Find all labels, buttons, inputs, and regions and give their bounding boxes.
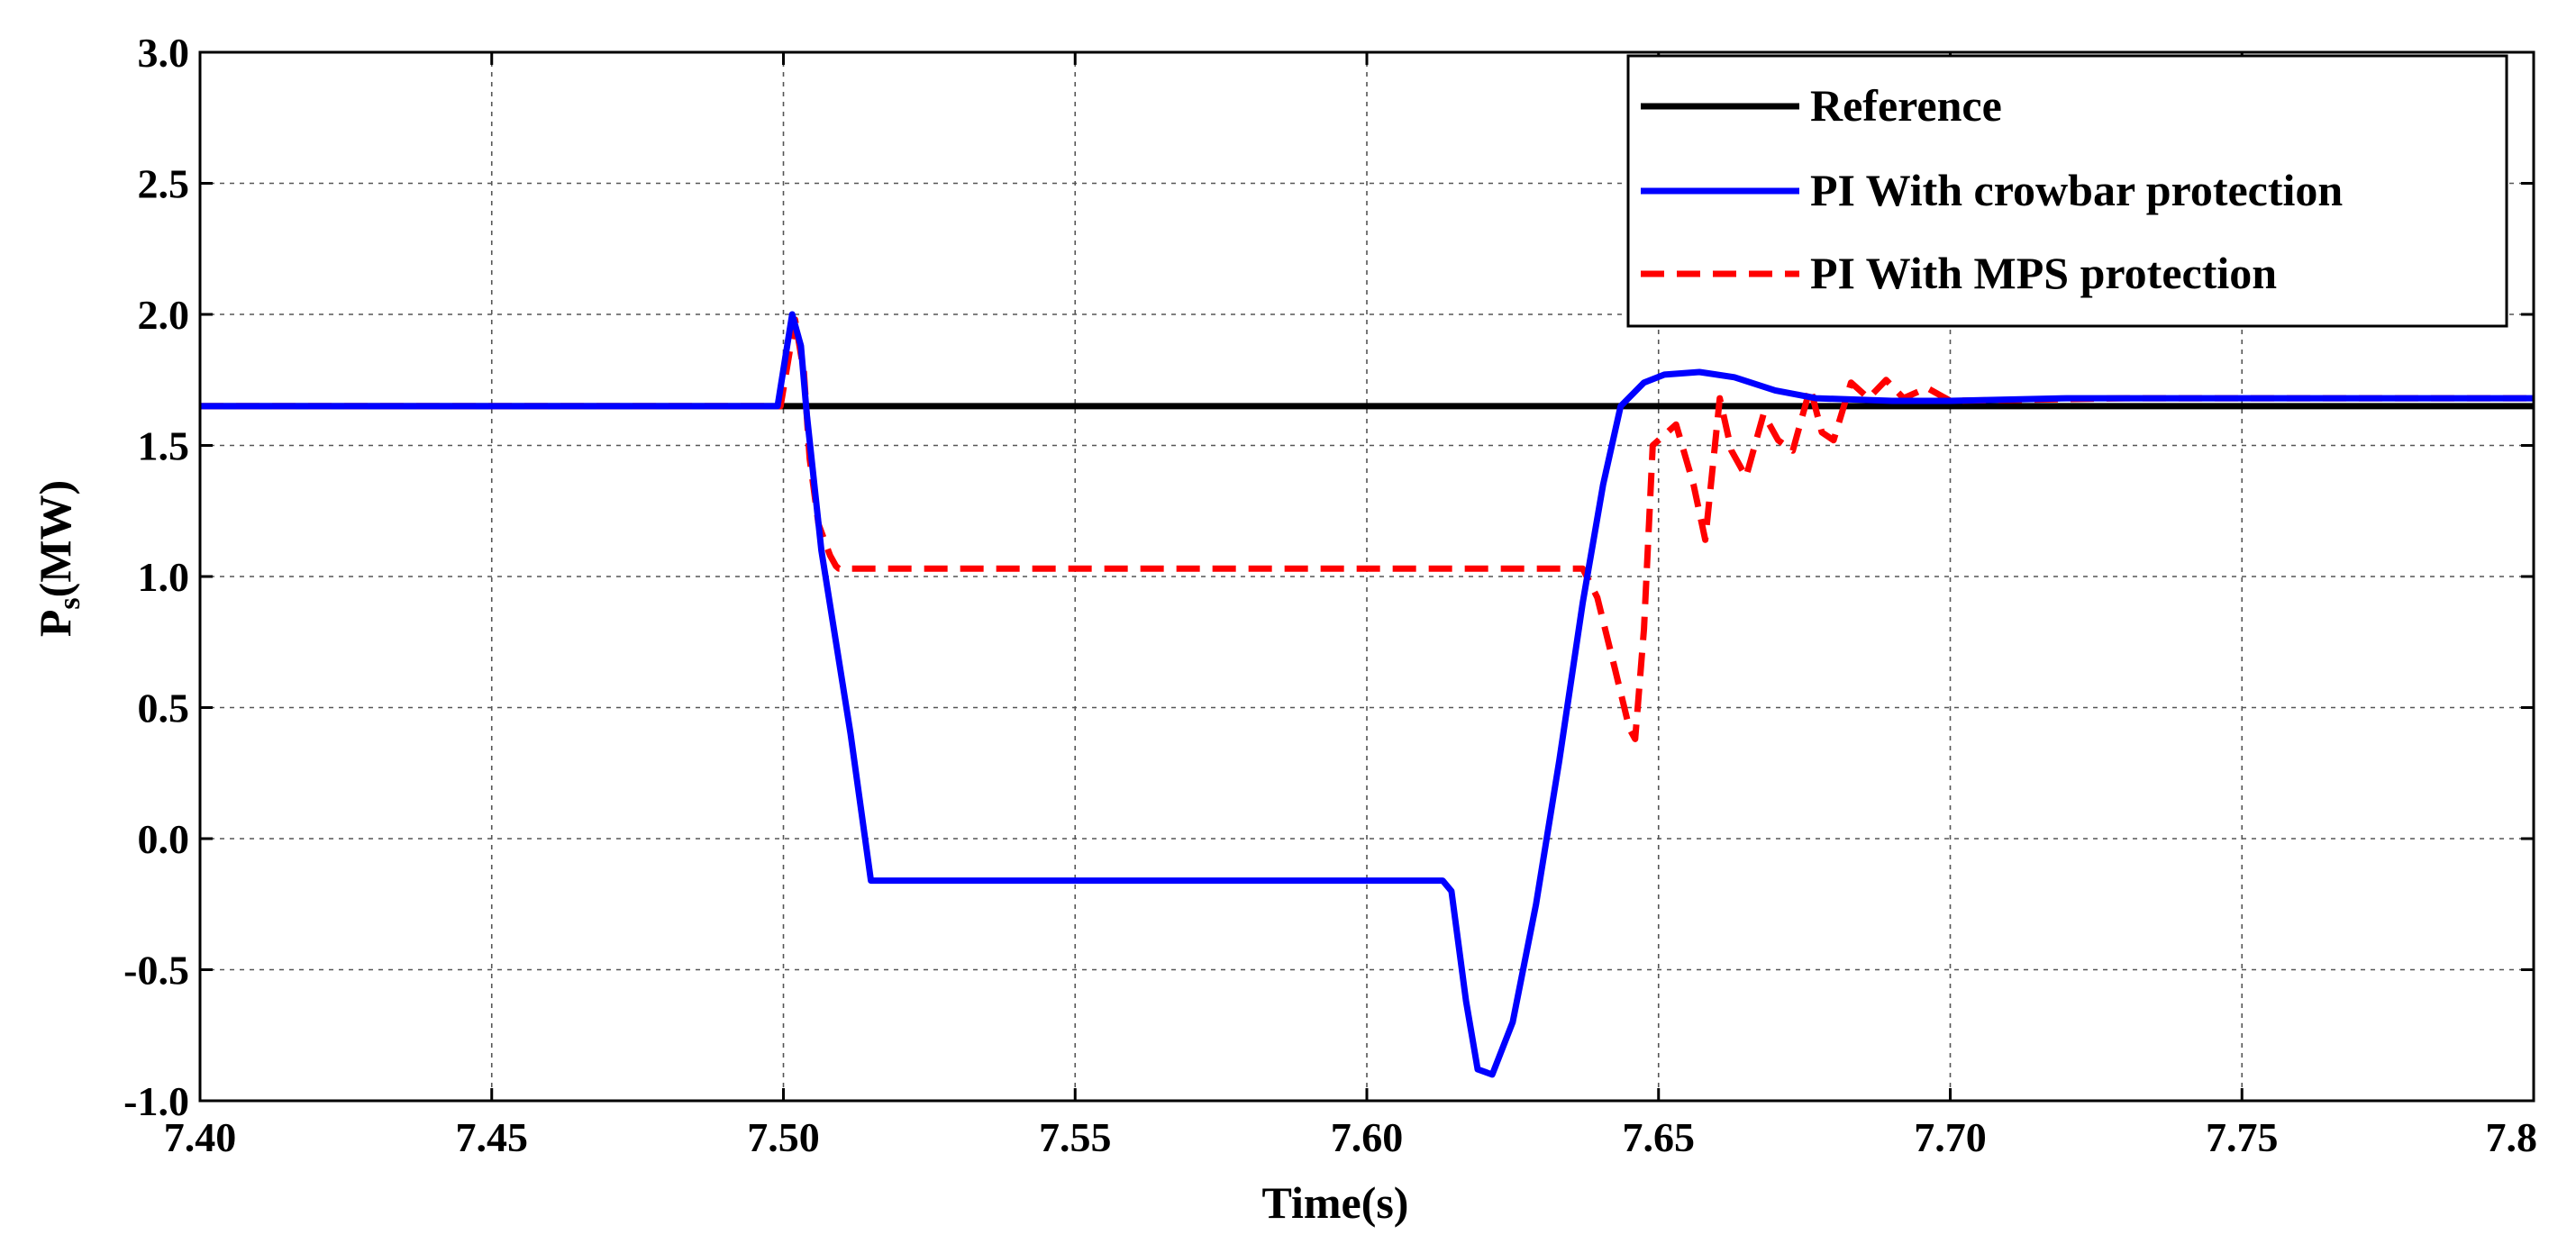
x-tick-label: 7.55 — [1039, 1114, 1112, 1160]
y-tick-label: -1.0 — [123, 1078, 189, 1124]
x-tick-label: 7.70 — [1914, 1114, 1987, 1160]
y-tick-label: 0.5 — [138, 686, 190, 731]
x-tick-label: 7.60 — [1331, 1114, 1404, 1160]
y-axis-label-main: P — [30, 610, 80, 638]
x-tick-label: 7.8 — [2486, 1114, 2538, 1160]
y-tick-label: 2.0 — [138, 292, 190, 338]
y-tick-label: 3.0 — [138, 30, 190, 76]
y-tick-label: -0.5 — [123, 948, 189, 994]
legend-label: PI With crowbar protection — [1810, 165, 2343, 215]
series-line-pi-with-crowbar-protection — [200, 311, 2534, 1078]
axis-ticks: 7.40 7.45 7.50 7.55 7.60 7.65 7.70 7.75 7.8 -1.0 -… — [123, 30, 2537, 1160]
x-tick-label: 7.50 — [747, 1114, 820, 1160]
x-tick-label: 7.65 — [1623, 1114, 1696, 1160]
y-tick-label: 0.0 — [138, 816, 190, 862]
legend-label: PI With MPS protection — [1810, 248, 2277, 298]
series-line-pi-with-mps-protection — [200, 316, 2534, 742]
x-axis-label: Time(s) — [1262, 1177, 1409, 1228]
series-group — [200, 311, 2534, 1078]
y-tick-label: 1.0 — [138, 554, 190, 600]
x-tick-label: 7.75 — [2206, 1114, 2279, 1160]
y-tick-label: 1.5 — [138, 423, 190, 469]
y-axis-label: Ps(MW) — [30, 480, 86, 637]
legend-label: Reference — [1810, 80, 2002, 131]
y-axis-label-unit: (MW) — [30, 480, 80, 598]
y-tick-label: 2.5 — [138, 161, 190, 207]
legend: Reference PI With crowbar protection PI Wi… — [1626, 54, 2508, 328]
x-tick-label: 7.45 — [456, 1114, 529, 1160]
y-axis-label-subscript: s — [53, 597, 86, 609]
x-tick-label: 7.40 — [164, 1114, 237, 1160]
